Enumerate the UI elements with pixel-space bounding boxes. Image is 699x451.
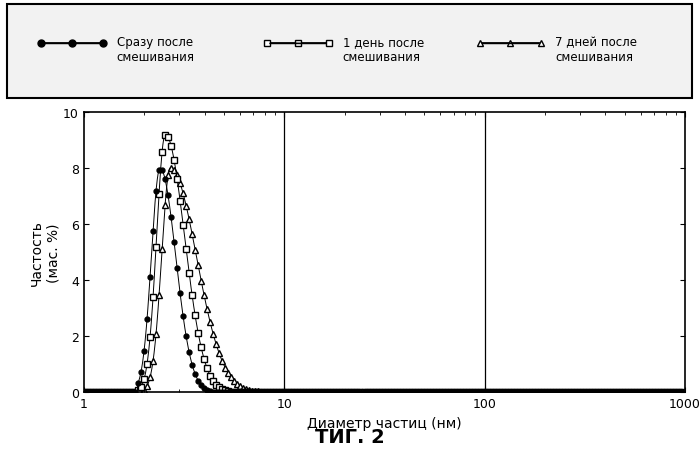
Text: 7 дней после
смешивания: 7 дней после смешивания: [555, 36, 637, 64]
Text: Сразу после
смешивания: Сразу после смешивания: [117, 36, 194, 64]
X-axis label: Диаметр частиц (нм): Диаметр частиц (нм): [307, 416, 462, 430]
Y-axis label: Частость
(мас. %): Частость (мас. %): [30, 220, 60, 285]
Text: ΤИГ. 2: ΤИГ. 2: [315, 428, 384, 446]
Text: 1 день после
смешивания: 1 день после смешивания: [343, 36, 424, 64]
